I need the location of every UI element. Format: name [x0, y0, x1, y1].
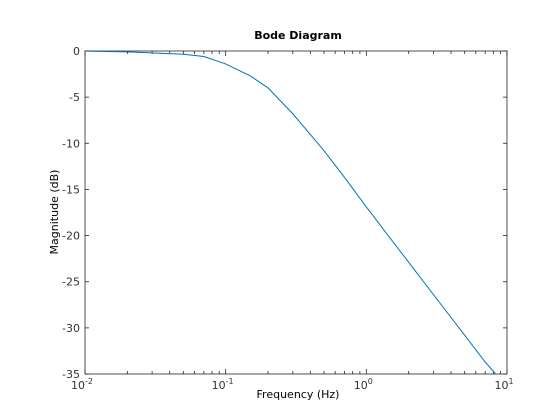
y-tick-label: -30 — [62, 322, 80, 335]
x-axis-label: Frequency (Hz) — [257, 388, 340, 401]
plot-area — [85, 51, 497, 374]
chart-title: Bode Diagram — [254, 29, 342, 42]
magnitude-series-line — [85, 51, 497, 374]
x-tick-label: 10-2 — [71, 377, 93, 392]
y-tick-label: -25 — [62, 276, 80, 289]
axes — [84, 50, 508, 375]
x-tick-label: 101 — [494, 377, 513, 392]
y-tick-label: -20 — [62, 230, 80, 243]
x-tick-label: 100 — [354, 377, 373, 392]
x-tick-label: 10-1 — [212, 377, 234, 392]
y-axis-label: Magnitude (dB) — [48, 170, 61, 255]
y-tick-label: 0 — [73, 45, 80, 58]
axes-box — [84, 50, 508, 375]
y-tick-label: -15 — [62, 183, 80, 196]
y-tick-label: -35 — [62, 368, 80, 381]
y-tick-label: -10 — [62, 137, 80, 150]
y-tick-label: -5 — [69, 91, 80, 104]
